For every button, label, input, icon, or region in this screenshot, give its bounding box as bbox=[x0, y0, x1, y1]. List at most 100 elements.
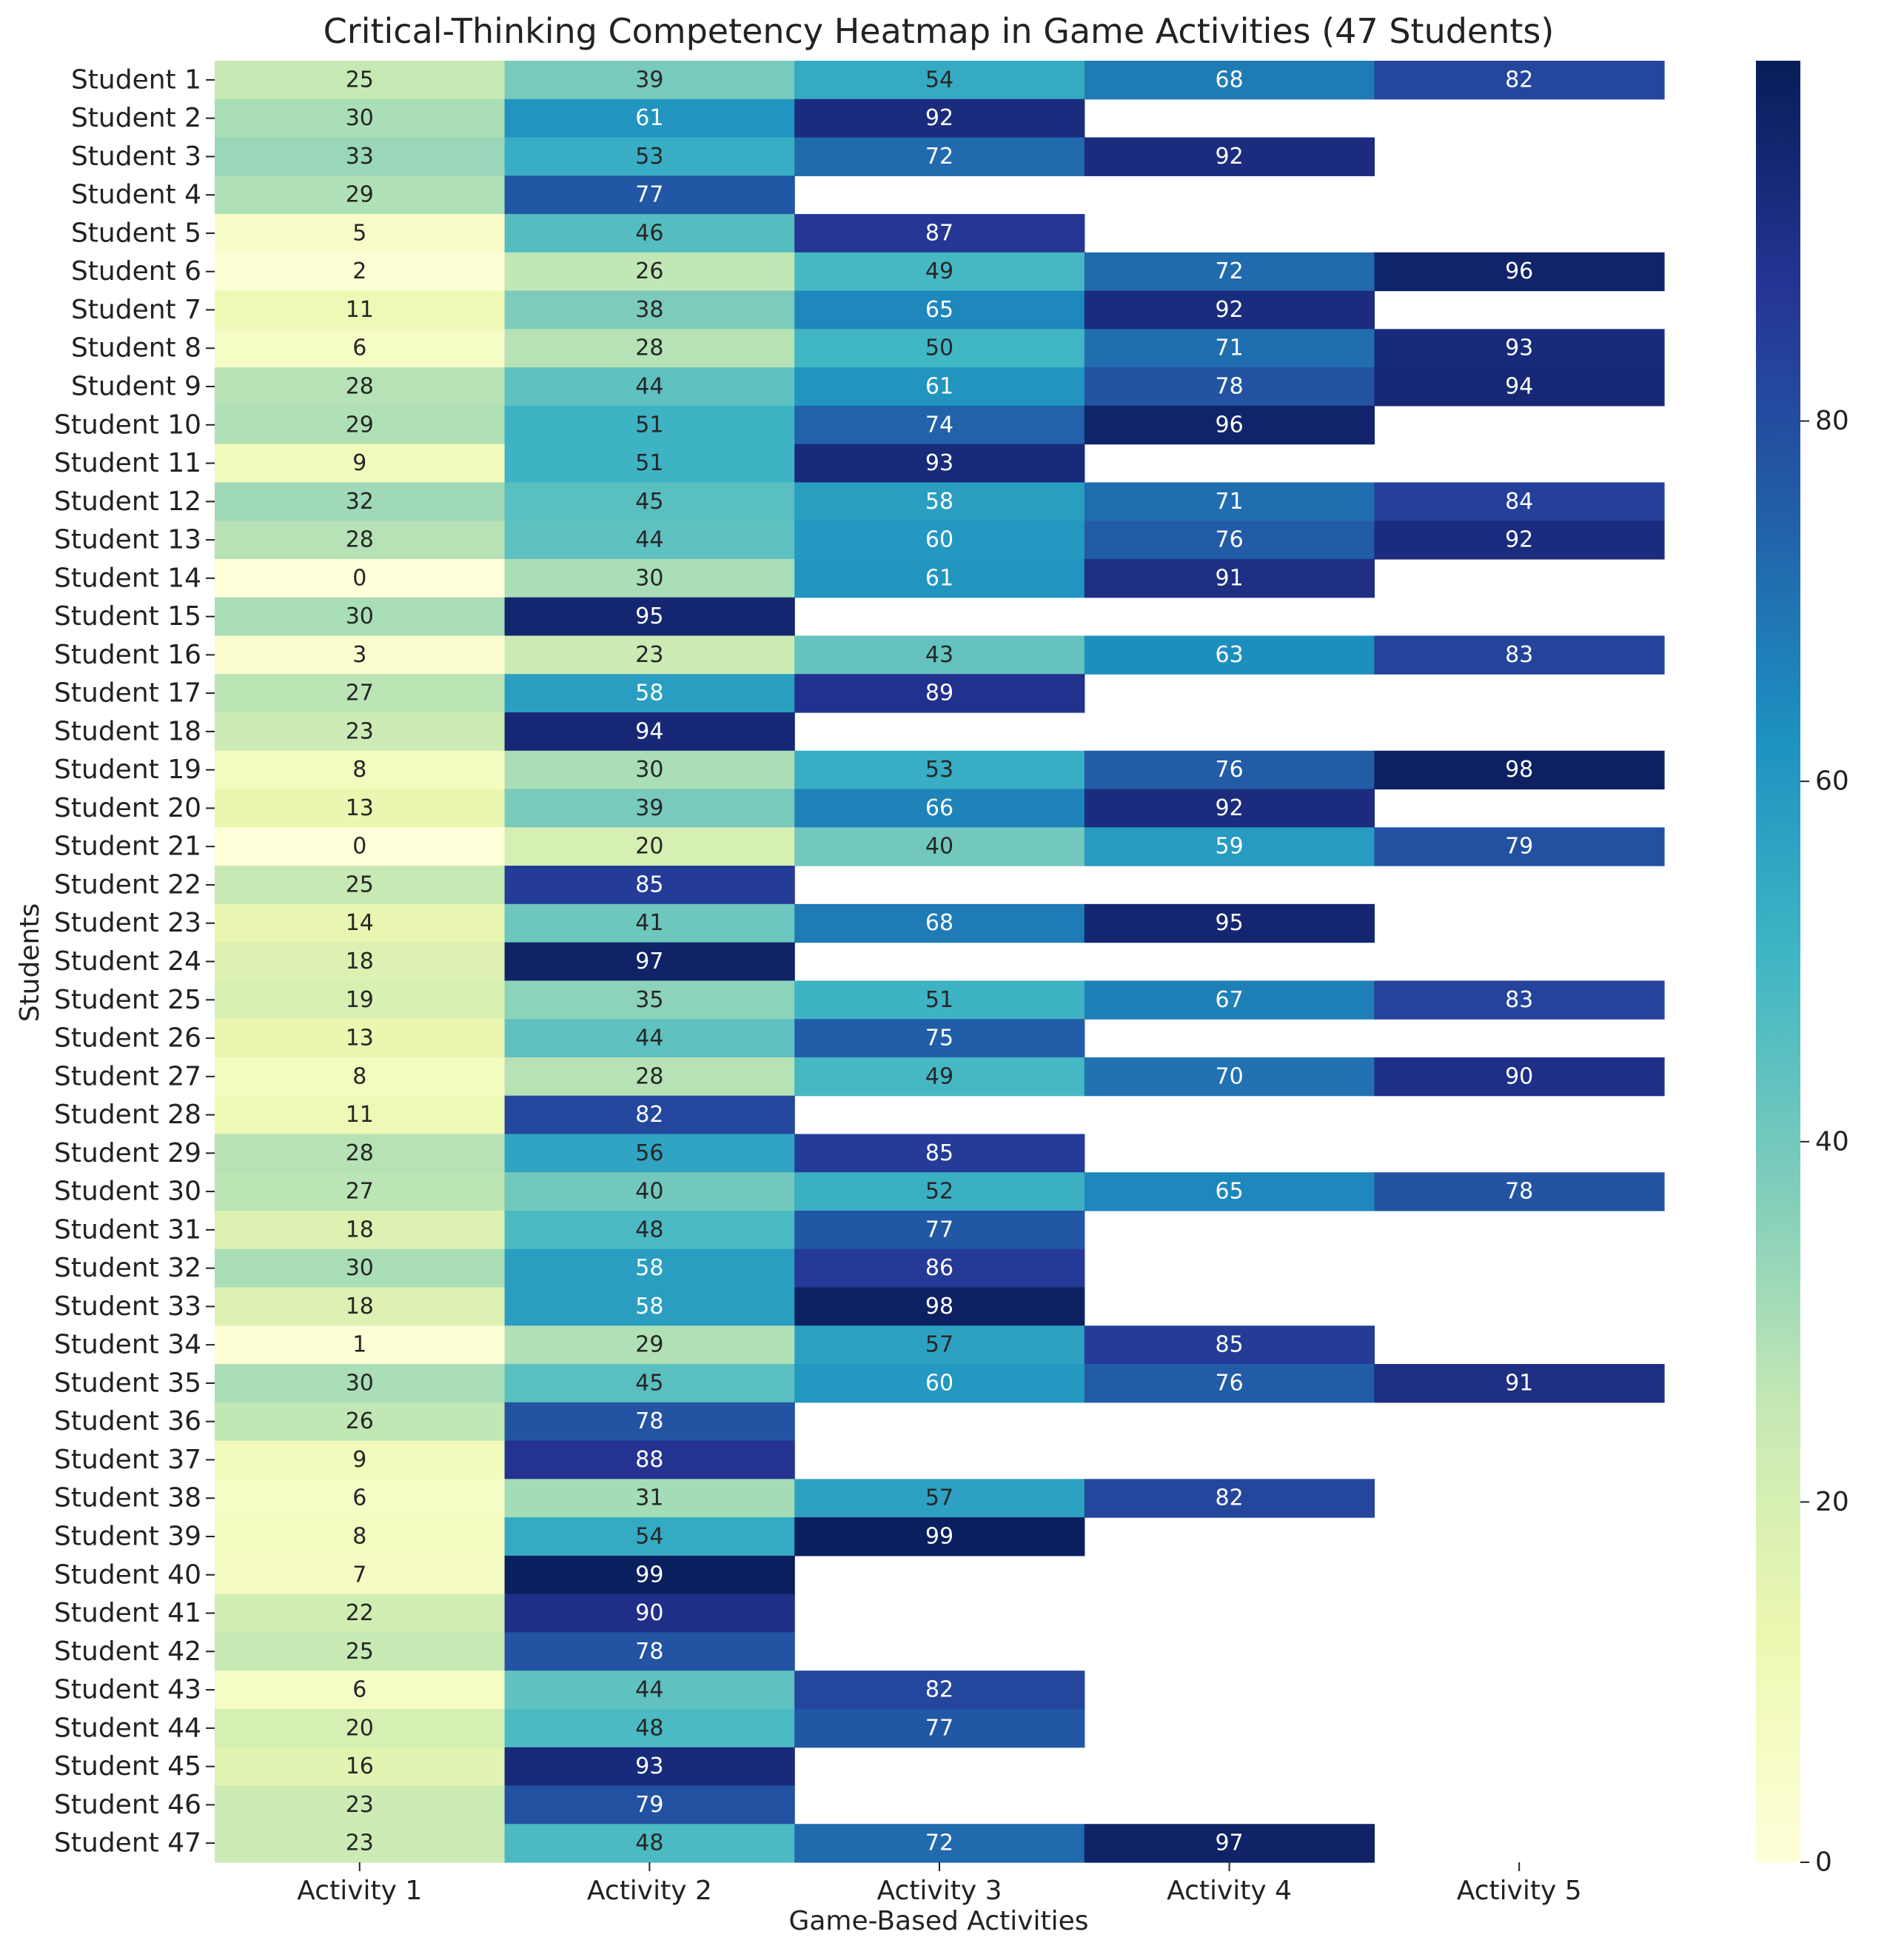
heatmap-cell bbox=[215, 1402, 506, 1442]
cell-value-label: 13 bbox=[346, 1026, 374, 1051]
heatmap-cell bbox=[794, 903, 1085, 943]
heatmap-cell bbox=[215, 1824, 506, 1863]
heatmap-cell bbox=[794, 980, 1085, 1020]
heatmap-cell bbox=[504, 61, 795, 100]
cell-value-label: 60 bbox=[925, 527, 953, 553]
x-axis-label: Game-Based Activities bbox=[788, 1906, 1088, 1936]
y-tick-label: Student 29 bbox=[54, 1138, 201, 1168]
cell-value-label: 30 bbox=[346, 1370, 374, 1396]
cell-value-label: 23 bbox=[346, 1792, 374, 1818]
y-tick-label: Student 4 bbox=[71, 180, 201, 210]
heatmap-cell bbox=[794, 1824, 1085, 1863]
heatmap-cell bbox=[1374, 61, 1665, 100]
cell-value-label: 30 bbox=[346, 105, 374, 131]
heatmap-cell bbox=[504, 1134, 795, 1173]
heatmap-cell bbox=[215, 1440, 506, 1479]
heatmap-cell bbox=[504, 1671, 795, 1710]
heatmap-cell bbox=[504, 942, 795, 981]
heatmap-cell bbox=[215, 1134, 506, 1173]
cell-value-label: 94 bbox=[1505, 374, 1533, 400]
heatmap-cell bbox=[504, 1248, 795, 1288]
cell-value-label: 40 bbox=[635, 1179, 663, 1205]
heatmap-cell bbox=[504, 1747, 795, 1787]
heatmap-cell bbox=[794, 290, 1085, 330]
cell-value-label: 67 bbox=[1216, 987, 1244, 1013]
heatmap-cell bbox=[215, 98, 506, 138]
cell-value-label: 48 bbox=[635, 1830, 663, 1856]
heatmap-cell bbox=[504, 1632, 795, 1671]
y-tick-label: Student 39 bbox=[54, 1521, 201, 1551]
colorbar-tick-label: 40 bbox=[1815, 1126, 1849, 1157]
heatmap-cell bbox=[794, 1364, 1085, 1403]
heatmap-cell bbox=[504, 137, 795, 176]
cell-value-label: 54 bbox=[925, 67, 953, 93]
cell-value-label: 93 bbox=[1505, 335, 1533, 361]
colorbar-tick-label: 20 bbox=[1815, 1487, 1849, 1517]
cell-value-label: 18 bbox=[346, 1294, 374, 1320]
x-tick-labels: Activity 1 Activity 2 Activity 3 Activity 4… bbox=[297, 1862, 1582, 1906]
chart-title: Critical-Thinking Competency Heatmap in … bbox=[324, 11, 1555, 51]
cell-value-label: 76 bbox=[1216, 757, 1244, 783]
heatmap-cell bbox=[215, 558, 506, 598]
heatmap-cell bbox=[794, 1172, 1085, 1211]
y-tick-label: Student 15 bbox=[54, 601, 201, 632]
cell-value-label: 72 bbox=[925, 144, 953, 170]
cell-value-label: 88 bbox=[635, 1447, 663, 1473]
heatmap-cell bbox=[504, 1824, 795, 1863]
cell-value-label: 68 bbox=[925, 910, 953, 936]
cell-value-label: 92 bbox=[925, 105, 953, 131]
cell-value-label: 50 bbox=[925, 335, 953, 361]
cell-value-label: 20 bbox=[346, 1715, 374, 1741]
heatmap-cell bbox=[794, 482, 1085, 521]
x-tick-label: Activity 1 bbox=[297, 1876, 422, 1906]
cell-value-label: 65 bbox=[1216, 1179, 1244, 1205]
cell-value-label: 25 bbox=[346, 67, 374, 93]
cell-value-label: 60 bbox=[925, 1370, 953, 1396]
heatmap-cell bbox=[1374, 1172, 1665, 1211]
cell-value-label: 83 bbox=[1505, 987, 1533, 1013]
y-tick-label: Student 40 bbox=[54, 1559, 201, 1590]
heatmap-cell bbox=[1084, 405, 1375, 445]
cell-value-label: 39 bbox=[635, 795, 663, 821]
y-tick-label: Student 1 bbox=[71, 64, 201, 95]
heatmap-cell bbox=[504, 1593, 795, 1633]
heatmap-cell bbox=[1084, 980, 1375, 1020]
y-tick-label: Student 26 bbox=[54, 1023, 201, 1054]
cell-value-label: 66 bbox=[925, 795, 953, 821]
y-tick-label: Student 2 bbox=[71, 103, 201, 133]
cell-value-label: 1 bbox=[352, 1332, 366, 1358]
cell-value-label: 94 bbox=[635, 718, 663, 744]
heatmap-cell bbox=[794, 1210, 1085, 1250]
cell-value-label: 40 bbox=[925, 834, 953, 860]
heatmap-cell bbox=[504, 290, 795, 330]
cell-value-label: 97 bbox=[1216, 1830, 1244, 1856]
heatmap-cell bbox=[215, 329, 506, 368]
cell-value-label: 98 bbox=[1505, 757, 1533, 783]
heatmap-cell bbox=[1084, 137, 1375, 176]
heatmap-cell bbox=[1374, 329, 1665, 368]
y-tick-label: Student 10 bbox=[54, 409, 201, 440]
y-tick-label: Student 24 bbox=[54, 946, 201, 977]
heatmap-cell bbox=[215, 942, 506, 981]
heatmap-cell bbox=[794, 137, 1085, 176]
heatmap-cell bbox=[215, 1287, 506, 1326]
cell-value-label: 83 bbox=[1505, 642, 1533, 668]
heatmap-cell bbox=[215, 444, 506, 484]
y-tick-label: Student 33 bbox=[54, 1291, 201, 1322]
heatmap-cell bbox=[215, 1479, 506, 1518]
y-tick-label: Student 17 bbox=[54, 678, 201, 709]
cell-value-label: 61 bbox=[635, 105, 663, 131]
heatmap-cell bbox=[215, 1747, 506, 1787]
heatmap-cell bbox=[215, 980, 506, 1020]
cell-value-label: 77 bbox=[925, 1715, 953, 1741]
cell-value-label: 85 bbox=[1216, 1332, 1244, 1358]
heatmap-cell bbox=[504, 903, 795, 943]
heatmap-cell bbox=[1084, 61, 1375, 100]
heatmap-cell bbox=[794, 405, 1085, 445]
y-tick-label: Student 30 bbox=[54, 1177, 201, 1207]
cell-value-label: 11 bbox=[346, 297, 374, 323]
cell-value-label: 49 bbox=[925, 258, 953, 284]
heatmap-cell bbox=[215, 482, 506, 521]
heatmap-cell bbox=[504, 1517, 795, 1556]
